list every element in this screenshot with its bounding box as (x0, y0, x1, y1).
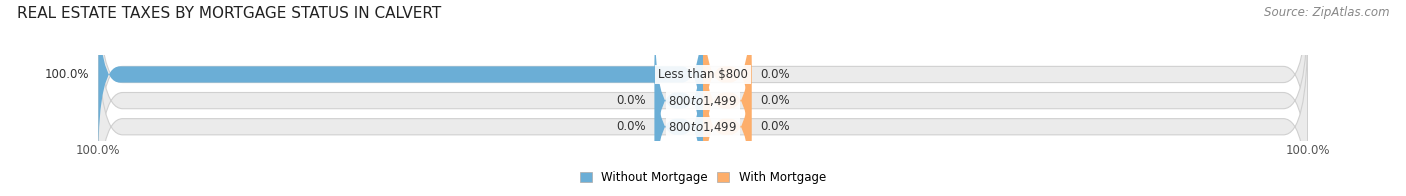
Text: $800 to $1,499: $800 to $1,499 (668, 94, 738, 108)
Text: 0.0%: 0.0% (761, 68, 790, 81)
Text: Less than $800: Less than $800 (658, 68, 748, 81)
FancyBboxPatch shape (655, 17, 703, 184)
Text: $800 to $1,499: $800 to $1,499 (668, 120, 738, 134)
Text: Source: ZipAtlas.com: Source: ZipAtlas.com (1264, 6, 1389, 19)
FancyBboxPatch shape (655, 43, 703, 196)
Text: 0.0%: 0.0% (761, 120, 790, 133)
Text: 0.0%: 0.0% (616, 120, 645, 133)
FancyBboxPatch shape (703, 17, 751, 184)
Text: 0.0%: 0.0% (616, 94, 645, 107)
Text: REAL ESTATE TAXES BY MORTGAGE STATUS IN CALVERT: REAL ESTATE TAXES BY MORTGAGE STATUS IN … (17, 6, 441, 21)
FancyBboxPatch shape (703, 43, 751, 196)
FancyBboxPatch shape (703, 0, 751, 158)
FancyBboxPatch shape (98, 0, 1308, 171)
Text: 100.0%: 100.0% (45, 68, 90, 81)
FancyBboxPatch shape (98, 30, 1308, 196)
FancyBboxPatch shape (98, 4, 1308, 196)
Text: 0.0%: 0.0% (761, 94, 790, 107)
Legend: Without Mortgage, With Mortgage: Without Mortgage, With Mortgage (575, 166, 831, 189)
FancyBboxPatch shape (98, 0, 703, 158)
